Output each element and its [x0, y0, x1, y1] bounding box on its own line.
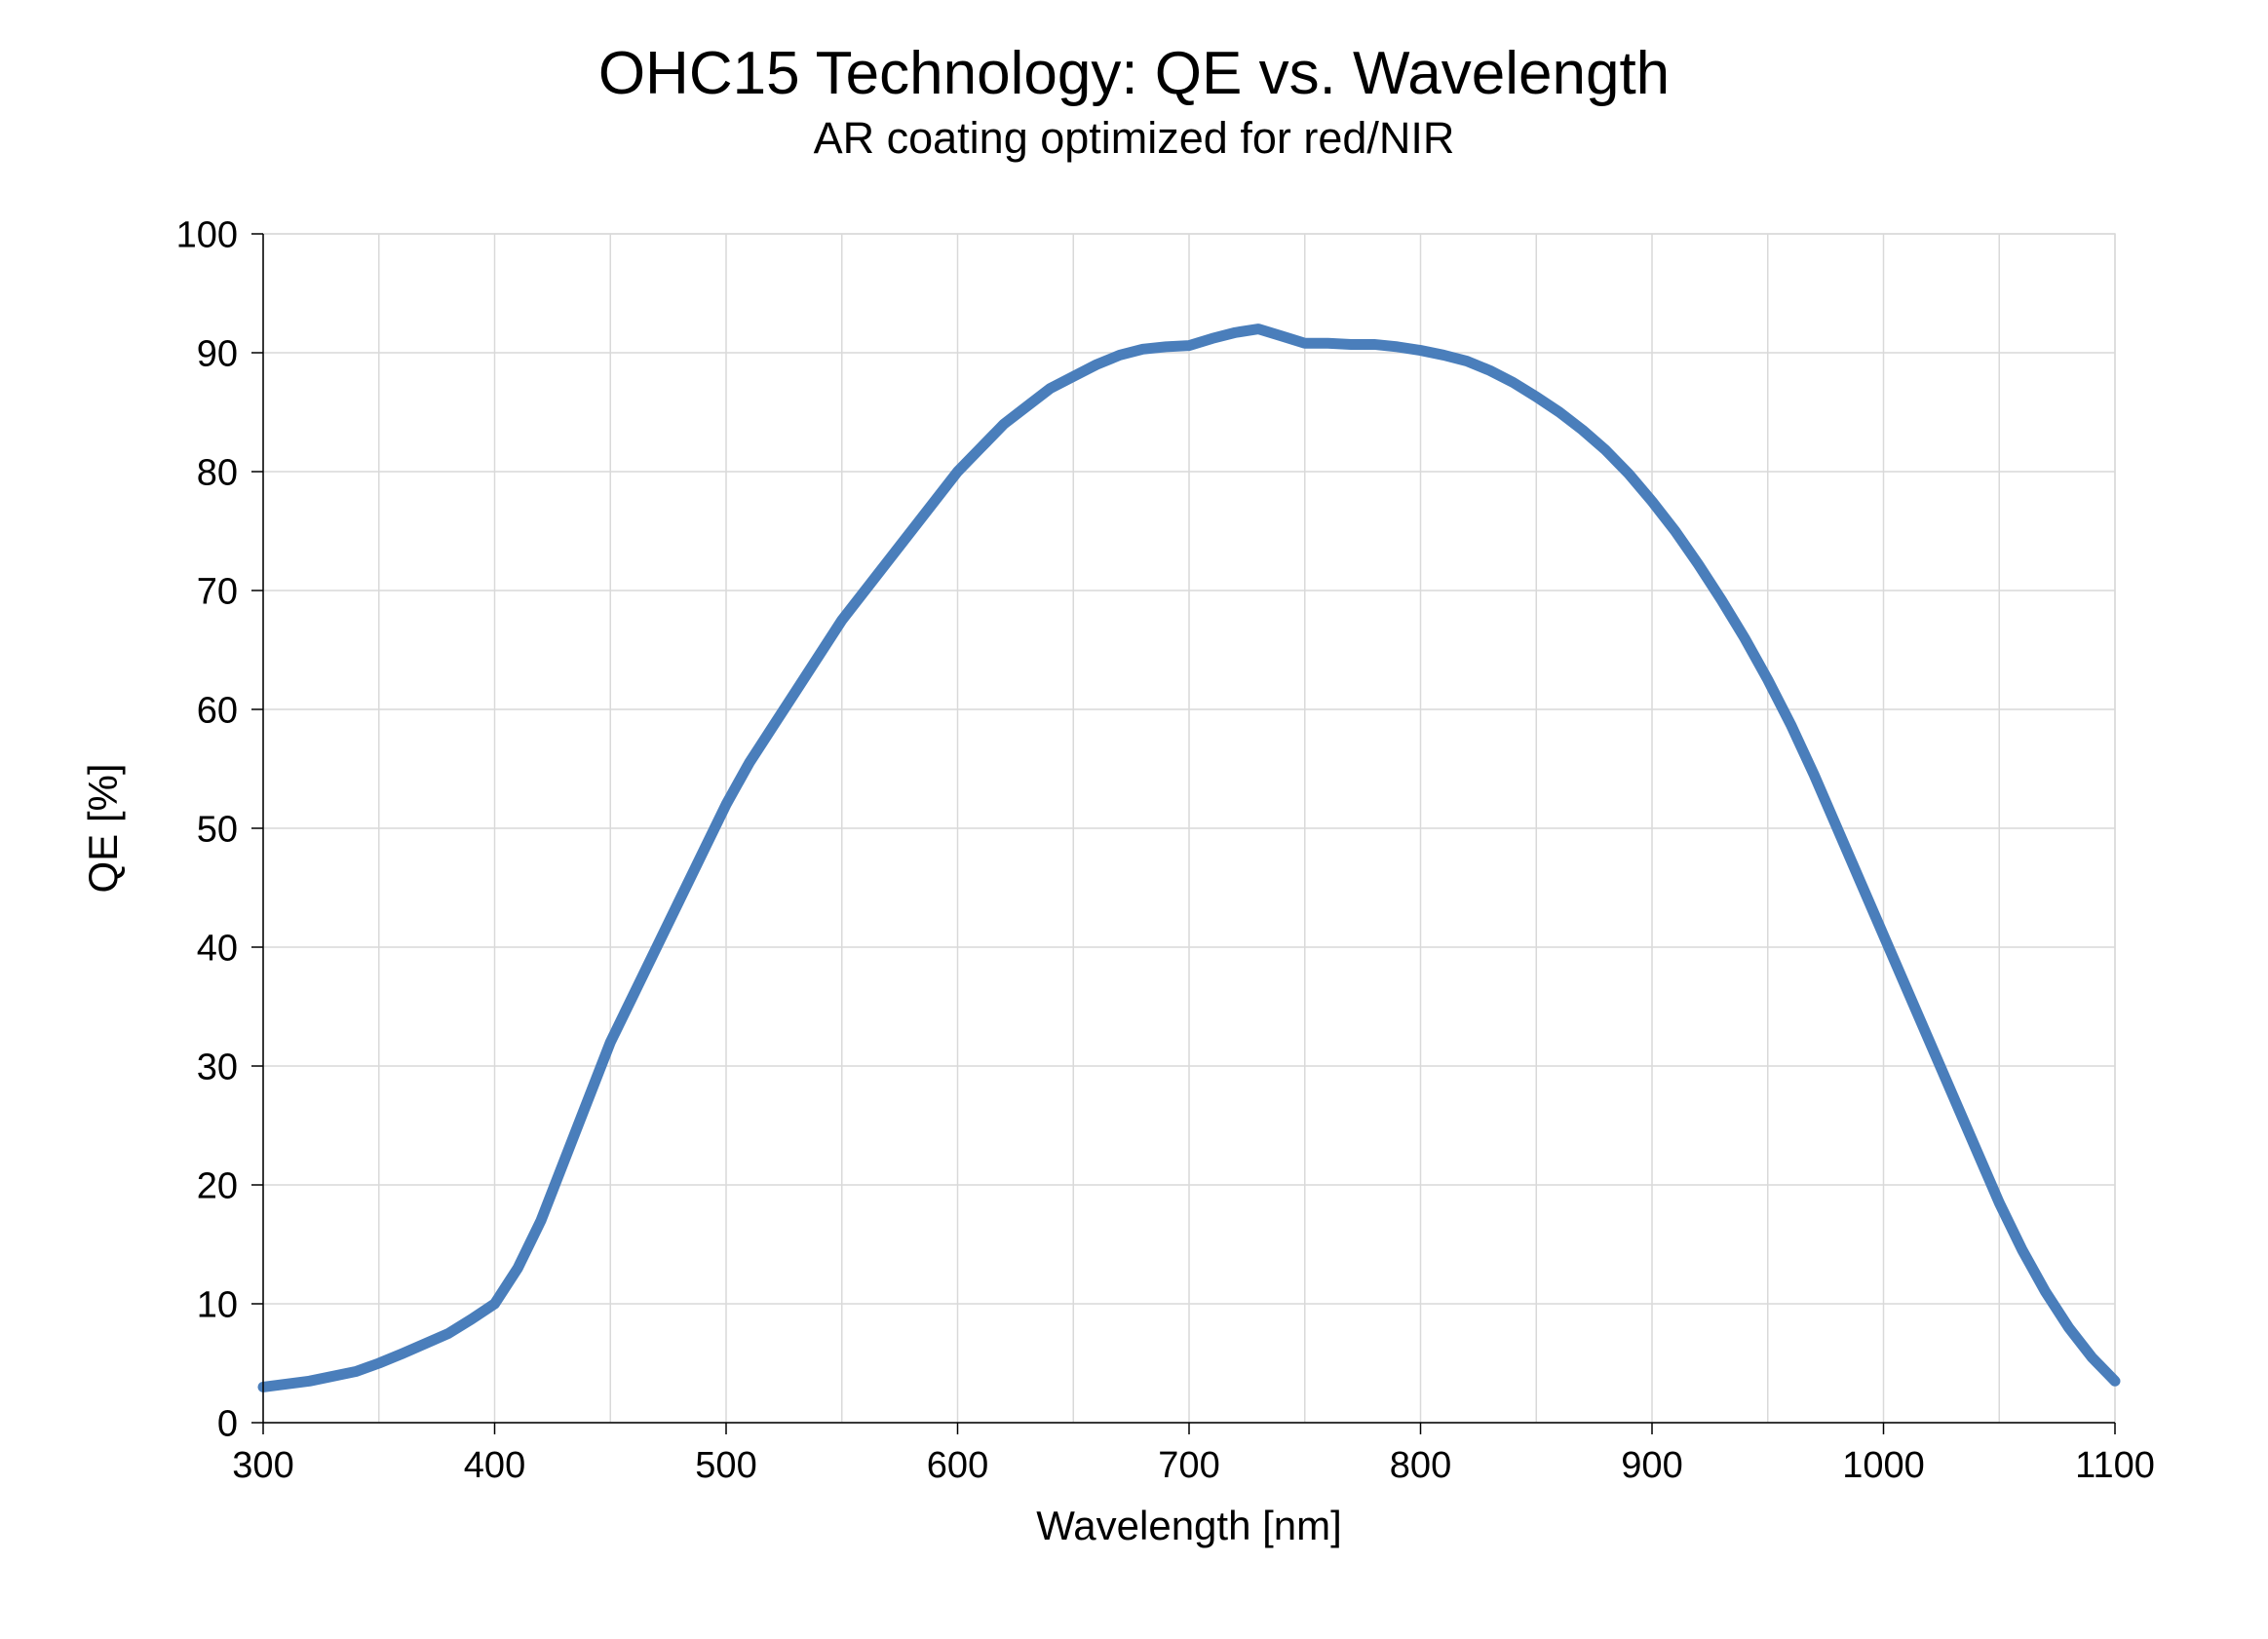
y-axis-label: QE [%]	[80, 763, 126, 893]
y-tick-label: 80	[197, 452, 238, 493]
y-tick-label: 10	[197, 1284, 238, 1325]
y-tick-label: 0	[217, 1403, 238, 1444]
x-tick-label: 900	[1621, 1445, 1682, 1486]
x-tick-label: 600	[927, 1445, 988, 1486]
y-tick-label: 60	[197, 690, 238, 731]
y-tick-label: 70	[197, 571, 238, 612]
x-tick-label: 1000	[1842, 1445, 1925, 1486]
x-tick-label: 800	[1390, 1445, 1451, 1486]
x-tick-label: 400	[464, 1445, 525, 1486]
y-tick-label: 20	[197, 1165, 238, 1206]
chart-area: 300 400 500 600 700 800 900 1000 1100 0 10 20 30 40 50…	[0, 195, 2268, 1639]
y-tick-label: 40	[197, 928, 238, 969]
x-axis-label: Wavelength [nm]	[1036, 1503, 1342, 1548]
y-tick-label: 100	[176, 214, 238, 255]
x-tick-label: 300	[232, 1445, 293, 1486]
x-tick-label: 500	[695, 1445, 756, 1486]
qe-line-chart: 300 400 500 600 700 800 900 1000 1100 0 10 20 30 40 50…	[0, 195, 2268, 1608]
chart-title: OHC15 Technology: QE vs. Wavelength	[0, 39, 2268, 108]
chart-subtitle: AR coating optimized for red/NIR	[0, 112, 2268, 165]
x-tick-label: 700	[1158, 1445, 1219, 1486]
x-axis: 300 400 500 600 700 800 900 1000 1100	[232, 1423, 2155, 1486]
y-axis: 0 10 20 30 40 50 60 70 80 90 100	[176, 214, 263, 1444]
y-tick-label: 30	[197, 1047, 238, 1087]
y-tick-label: 50	[197, 809, 238, 850]
y-tick-label: 90	[197, 333, 238, 374]
x-tick-label: 1100	[2075, 1445, 2155, 1486]
